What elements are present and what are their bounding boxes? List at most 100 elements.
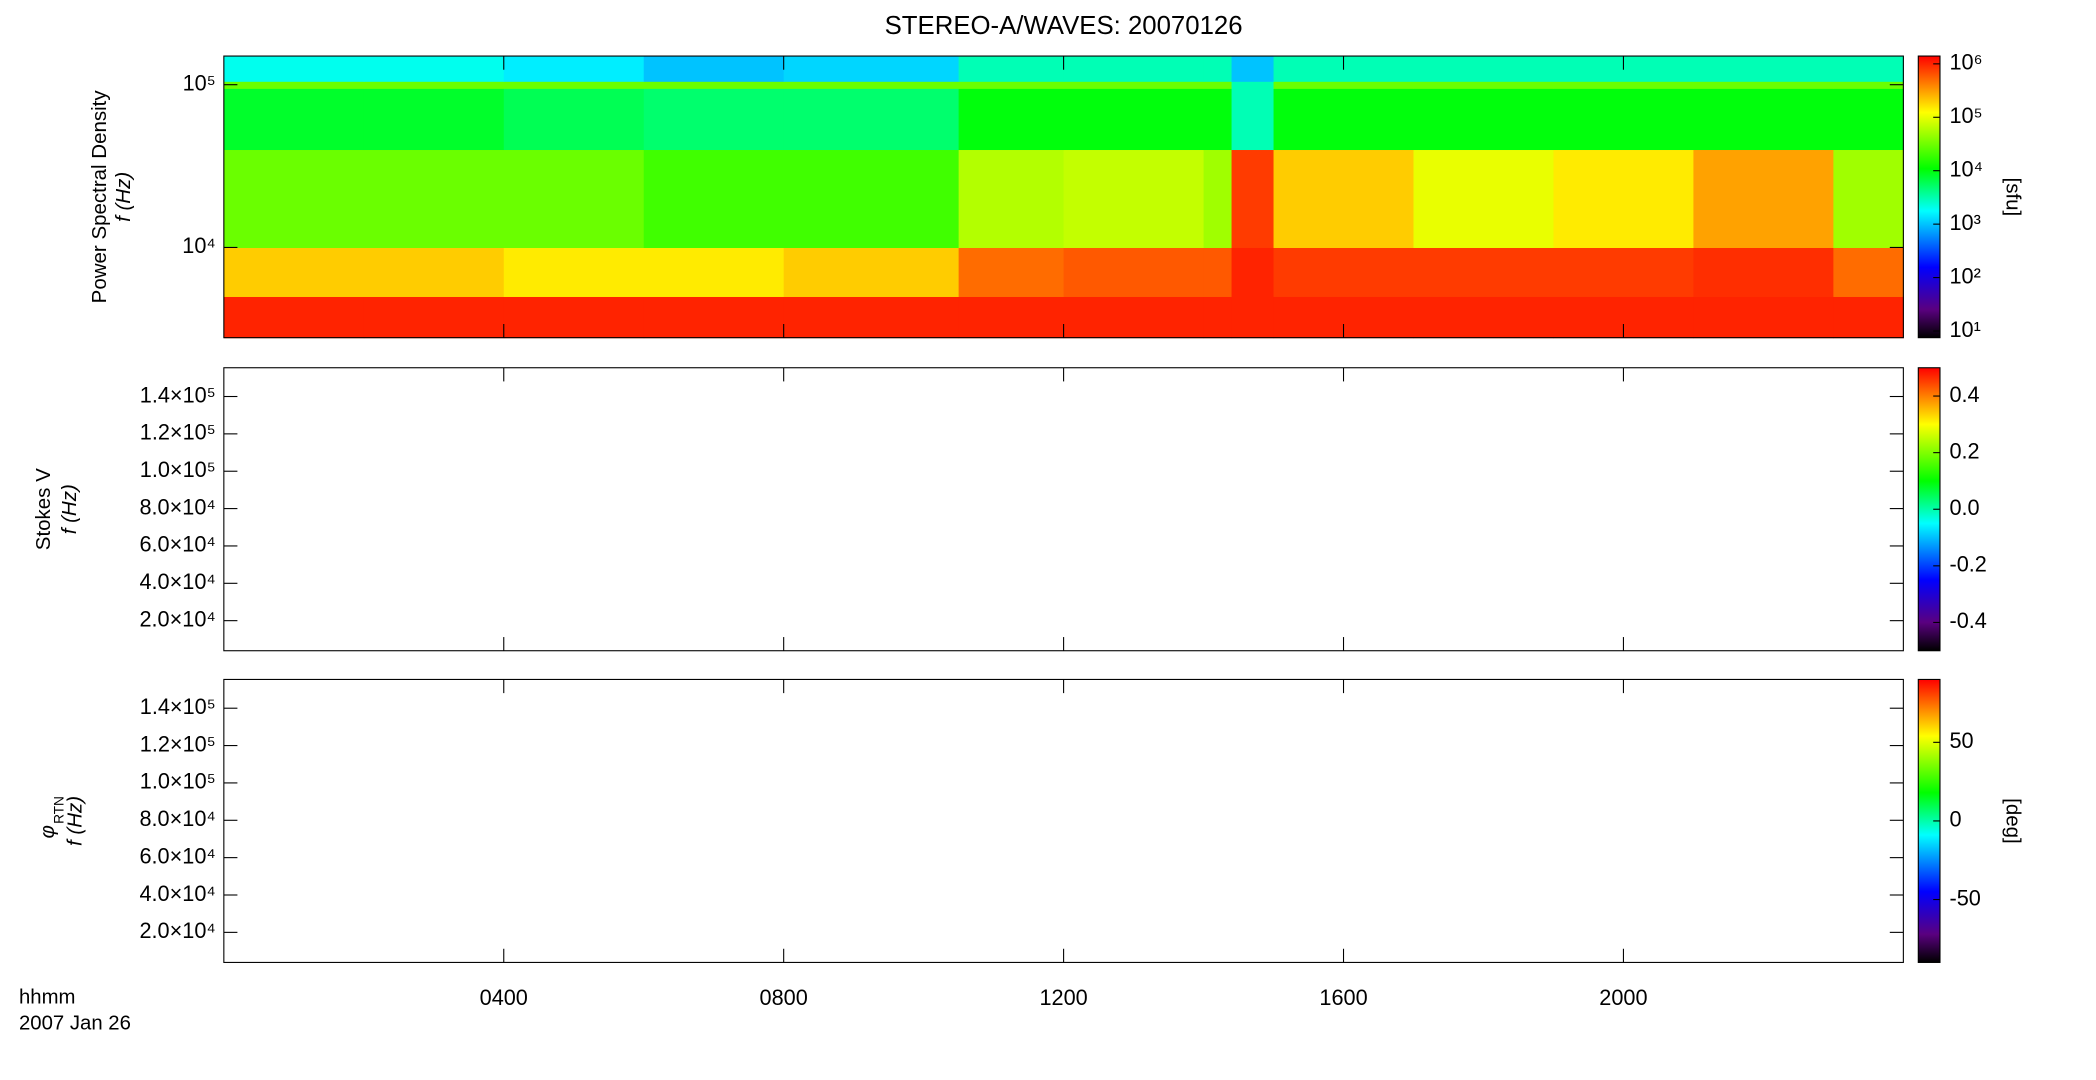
x-axis-label: hhmm — [19, 986, 75, 1008]
y-axis-label: f (Hz) — [59, 484, 81, 534]
y-tick-label: 8.0×10⁴ — [139, 806, 215, 831]
colorbar — [1917, 55, 1941, 339]
spectrogram-cell — [223, 296, 365, 339]
y-tick-label: 2.0×10⁴ — [139, 606, 215, 631]
spectrogram-cell — [1063, 81, 1205, 89]
colorbar-tick-label: 10⁵ — [1949, 103, 1982, 128]
spectrogram-cell — [1413, 149, 1555, 248]
spectrogram-cell — [1203, 247, 1233, 297]
spectrogram-cell — [503, 88, 645, 151]
spectrogram-cell — [363, 81, 505, 89]
spectrogram-cell — [783, 247, 960, 297]
x-tick-label: 1200 — [1039, 985, 1087, 1010]
y-axis-label: f (Hz) — [64, 796, 86, 846]
spectrogram-cell — [783, 88, 960, 151]
spectrogram-cell — [1231, 88, 1275, 151]
y-tick-label: 4.0×10⁴ — [139, 569, 215, 594]
spectrogram-cell — [1833, 56, 1904, 82]
y-tick-label: 1.2×10⁵ — [140, 420, 216, 445]
spectrogram-cell — [1413, 56, 1555, 82]
x-tick-label: 0400 — [480, 985, 528, 1010]
spectrogram-cell — [1203, 56, 1233, 82]
spectrogram-cell — [643, 88, 785, 151]
date-label: 2007 Jan 26 — [19, 1012, 131, 1034]
y-tick-label: 10⁴ — [182, 233, 215, 258]
spectrogram-cell — [363, 296, 505, 339]
spectrogram-cell — [1833, 149, 1904, 248]
spectrogram-cell — [1553, 88, 1694, 151]
spectrogram-cell — [643, 56, 785, 82]
spectrogram-cell — [1063, 149, 1205, 248]
chart-title: STEREO-A/WAVES: 20070126 — [885, 12, 1243, 40]
colorbar-tick-label: -0.4 — [1949, 608, 1986, 633]
spectrogram-cell — [1063, 88, 1205, 151]
y-axis-label: φ — [37, 825, 59, 838]
y-tick-label: 1.0×10⁵ — [140, 769, 216, 794]
y-tick-label: 1.4×10⁵ — [140, 694, 216, 719]
colorbar-tick-label: 10⁶ — [1949, 50, 1982, 75]
spectrogram-cell — [783, 149, 960, 248]
spectrogram-cell — [503, 56, 645, 82]
spectrogram-cell — [1231, 149, 1275, 248]
spectrogram-cell — [223, 81, 365, 89]
spectrogram-cell — [1553, 247, 1694, 297]
x-tick-label: 0800 — [760, 985, 808, 1010]
y-tick-label: 8.0×10⁴ — [139, 494, 215, 519]
colorbar-tick-label: -0.2 — [1949, 552, 1986, 577]
spectrogram-cell — [643, 149, 785, 248]
spectrogram-cell — [223, 149, 365, 248]
spectrogram-cell — [1693, 247, 1834, 297]
spectrogram-cell — [1203, 81, 1233, 89]
y-tick-label: 6.0×10⁴ — [139, 843, 215, 868]
spectrogram-cell — [1231, 296, 1275, 339]
spectrogram-cell — [363, 247, 505, 297]
spectrogram-cell — [783, 81, 960, 89]
colorbar-tick-label: -50 — [1949, 885, 1980, 910]
spectrogram-cell — [503, 296, 645, 339]
plot-frame — [223, 367, 1904, 652]
spectrogram-cell — [1231, 247, 1275, 297]
spectrogram-cell — [958, 247, 1065, 297]
spectrogram-cell — [1833, 88, 1904, 151]
spectrogram-cell — [1063, 296, 1205, 339]
plot-frame — [223, 678, 1904, 963]
y-tick-label: 10⁵ — [183, 70, 216, 95]
spectrogram-cell — [503, 149, 645, 248]
spectrogram-cell — [958, 56, 1065, 82]
spectrogram-cell — [643, 81, 785, 89]
colorbar-tick-label: 10² — [1949, 263, 1980, 288]
spectrogram-cell — [363, 88, 505, 151]
spectrogram-cell — [1833, 296, 1904, 339]
spectrogram-cell — [1231, 56, 1275, 82]
spectrogram-cell — [1553, 149, 1694, 248]
y-axis-label: Stokes V — [33, 468, 55, 550]
spectrogram-cell — [1063, 56, 1205, 82]
colorbar-label: [deg] — [2002, 798, 2024, 844]
y-axis-label: RTN — [51, 796, 66, 824]
spectrogram-cell — [1553, 81, 1694, 89]
colorbar-tick-label: 10¹ — [1949, 317, 1980, 342]
colorbar-label: [sfu] — [2002, 178, 2024, 217]
spectrogram-cell — [1273, 149, 1415, 248]
y-axis-label: f (Hz) — [113, 172, 135, 222]
spectrogram-cell — [1273, 88, 1415, 151]
spectrogram-cell — [1693, 296, 1834, 339]
spectrogram-cell — [783, 296, 960, 339]
spectrogram-cell — [958, 88, 1065, 151]
spectrogram-cell — [1203, 149, 1233, 248]
colorbar-tick-label: 0.4 — [1949, 382, 1979, 407]
spectrogram-cell — [1693, 81, 1834, 89]
y-tick-label: 1.2×10⁵ — [140, 731, 216, 756]
spectrogram-cell — [223, 247, 365, 297]
spectrogram-cell — [783, 56, 960, 82]
colorbar-tick-label: 0.2 — [1949, 438, 1979, 463]
x-tick-label: 2000 — [1599, 985, 1647, 1010]
colorbar-tick-label: 10⁴ — [1949, 156, 1982, 181]
y-tick-label: 4.0×10⁴ — [139, 881, 215, 906]
colorbar-tick-label: 10³ — [1949, 210, 1980, 235]
spectrogram-cell — [958, 149, 1065, 248]
spectrogram-cell — [1273, 81, 1415, 89]
spectrogram-cell — [1063, 247, 1205, 297]
spectrogram-cell — [643, 247, 785, 297]
